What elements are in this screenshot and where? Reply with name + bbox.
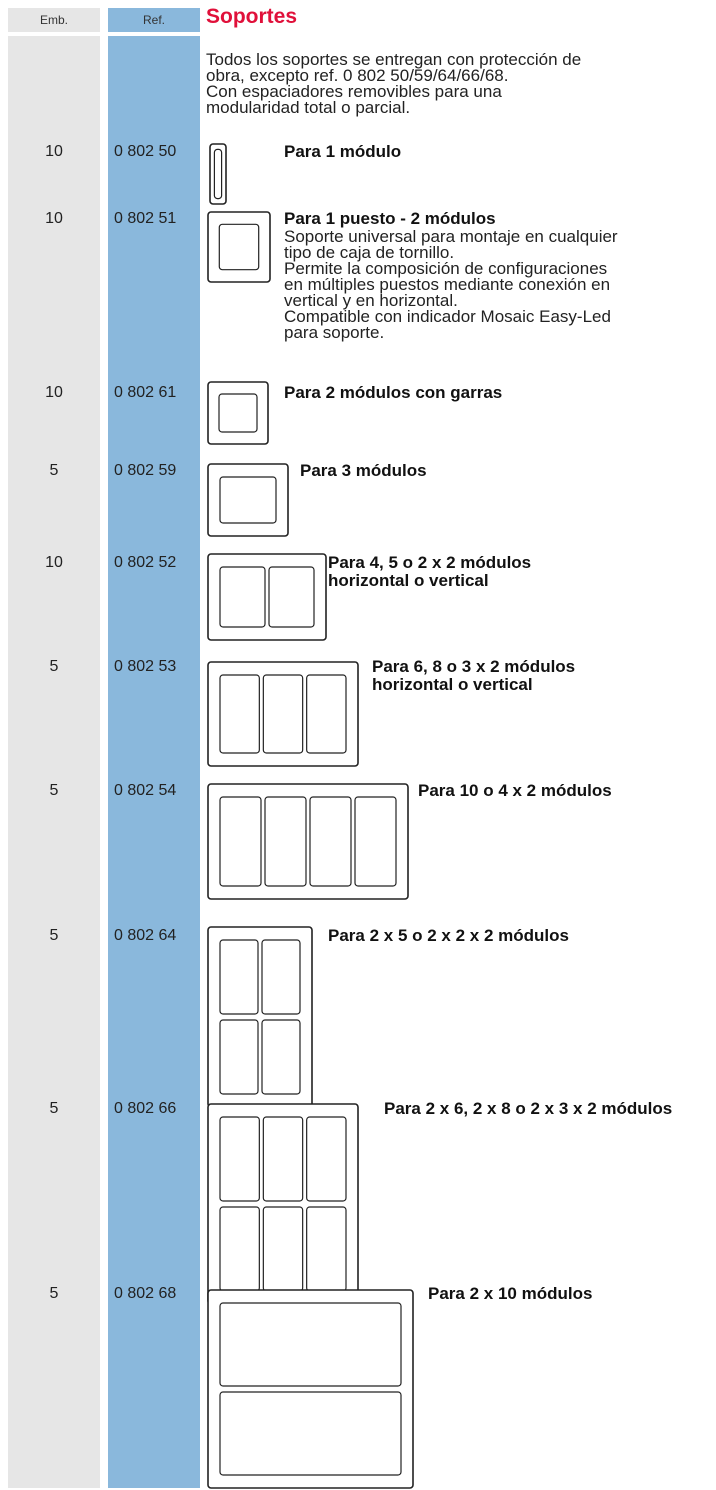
- emb-value: 10: [45, 210, 63, 227]
- ref-value: 0 802 51: [114, 210, 177, 227]
- item-title: Para 2 x 6, 2 x 8 o 2 x 3 x 2 módulos: [384, 1099, 673, 1118]
- description-line: para soporte.: [284, 323, 385, 342]
- emb-value: 10: [45, 384, 63, 401]
- support-image: [207, 926, 313, 1108]
- emb-value: 5: [49, 1100, 59, 1117]
- item-title: Para 1 puesto - 2 módulos: [284, 209, 496, 228]
- intro-line: Con espaciadores removibles para una: [206, 82, 502, 101]
- description-line: tipo de caja de tornillo.: [284, 243, 455, 262]
- support-image: [207, 1103, 359, 1305]
- support-image: [207, 553, 327, 641]
- item-title: Para 2 módulos con garras: [284, 383, 503, 402]
- description-line: Permite la composición de configuracione…: [284, 259, 608, 278]
- ref-value: 0 802 52: [114, 554, 177, 571]
- emb-value: 5: [49, 462, 59, 479]
- intro-line: Todos los soportes se entregan con prote…: [206, 50, 582, 69]
- item-title: Para 3 módulos: [300, 461, 427, 480]
- intro-line: obra, excepto ref. 0 802 50/59/64/66/68.: [206, 66, 509, 85]
- ref-value: 0 802 68: [114, 1285, 177, 1302]
- emb-value: 10: [45, 143, 63, 160]
- emb-column: [8, 36, 100, 1488]
- description-line: Compatible con indicador Mosaic Easy-Led: [284, 307, 611, 326]
- description-line: vertical y en horizontal.: [284, 291, 458, 310]
- ref-value: 0 802 64: [114, 927, 177, 944]
- emb-value: 5: [49, 782, 59, 799]
- section-title: Soportes: [206, 5, 298, 28]
- emb-value: 5: [49, 927, 59, 944]
- item-title: Para 6, 8 o 3 x 2 módulos horizontal o v…: [372, 657, 576, 694]
- ref-value: 0 802 61: [114, 384, 177, 401]
- ref-value: 0 802 53: [114, 658, 177, 675]
- ref-value: 0 802 54: [114, 782, 177, 799]
- ref-value: 0 802 59: [114, 462, 177, 479]
- intro: Todos los soportes se entregan con prote…: [206, 50, 582, 117]
- item-title: Para 2 x 5 o 2 x 2 x 2 módulos: [328, 926, 569, 945]
- ref-header: Ref.: [108, 8, 200, 32]
- support-image: [207, 463, 289, 537]
- support-image: [207, 1289, 414, 1489]
- item-title: Para 2 x 10 módulos: [428, 1284, 593, 1303]
- support-image: [207, 381, 269, 445]
- item-title: Para 4, 5 o 2 x 2 módulos horizontal o v…: [328, 553, 532, 590]
- support-image: [207, 783, 409, 900]
- support-image: [207, 211, 271, 283]
- ref-column: [108, 36, 200, 1488]
- emb-header: Emb.: [8, 8, 100, 32]
- intro-line: modularidad total o parcial.: [206, 98, 411, 117]
- emb-value: 5: [49, 1285, 59, 1302]
- ref-value: 0 802 50: [114, 143, 177, 160]
- emb-value: 10: [45, 554, 63, 571]
- ref-value: 0 802 66: [114, 1100, 177, 1117]
- description-line: en múltiples puestos mediante conexión e…: [284, 275, 611, 294]
- emb-value: 5: [49, 658, 59, 675]
- item-title: Para 1 módulo: [284, 142, 402, 161]
- item-description: Soporte universal para montaje en cualqu…: [284, 227, 618, 342]
- description-line: Soporte universal para montaje en cualqu…: [284, 227, 618, 246]
- support-image: [209, 143, 227, 205]
- item-title: Para 10 o 4 x 2 módulos: [418, 781, 612, 800]
- support-image: [207, 661, 359, 767]
